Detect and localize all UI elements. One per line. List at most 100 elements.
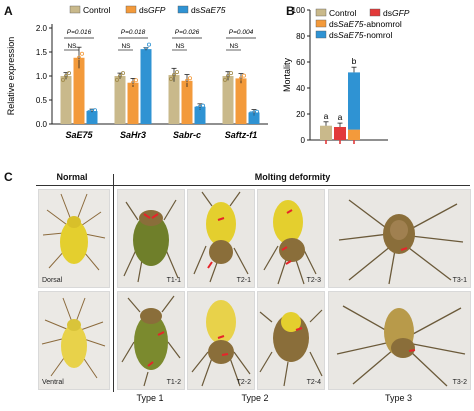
photo-t2-3: T2-3 [257, 189, 325, 288]
ns-label: NS [67, 43, 77, 50]
data-point [121, 71, 126, 76]
category-label: Sabr-c [173, 130, 201, 140]
photo-t3-2: T3-2 [328, 291, 471, 390]
legend-swatch [315, 30, 327, 39]
legend-swatch [369, 8, 381, 17]
data-point [254, 109, 259, 114]
photo-t2-2: T2-2 [187, 291, 255, 390]
y-tick-label: 0.5 [36, 96, 48, 105]
bar-dsSaE75 [86, 111, 98, 124]
ns-label: NS [121, 43, 131, 50]
photo-t1-1: T1-1 [117, 189, 185, 288]
data-point [115, 77, 120, 82]
aphid-t2-4-image [259, 309, 323, 387]
bar-dsSaE75 [140, 49, 152, 125]
photo-t2-4: T2-4 [257, 291, 325, 390]
y-axis-label: Relative expression [6, 37, 16, 116]
ns-label: NS [175, 43, 185, 50]
type-1-label: Type 1 [136, 393, 164, 403]
data-point [127, 84, 132, 89]
legend-swatch [177, 5, 189, 14]
category-label-part: SaHr3 [120, 130, 146, 140]
data-point [140, 53, 145, 58]
label-dorsal: Dorsal [42, 277, 63, 284]
data-point [181, 82, 186, 87]
p-value: P=0.018 [121, 29, 146, 36]
legend-label-part: SaE75 [338, 19, 364, 29]
y-tick-label: 80 [296, 32, 305, 41]
legend-swatch [315, 19, 327, 28]
significance-letter: a [324, 111, 329, 121]
legend-label: dsGFP [139, 5, 166, 15]
bar-dsSaE75-nomrol [348, 72, 360, 130]
legend-swatch [69, 5, 81, 14]
data-point [200, 103, 205, 108]
data-point [174, 70, 179, 75]
photo-t3-1: T3-1 [328, 189, 471, 288]
data-point [133, 78, 138, 83]
type-2-label: Type 2 [241, 393, 269, 403]
photo-t1-2: T1-2 [117, 291, 185, 390]
legend-swatch [315, 8, 327, 17]
bar-dsSaE75 [194, 106, 206, 124]
y-tick-label: 20 [296, 110, 305, 119]
legend-label-part: SaE75 [200, 5, 226, 15]
bar-dsGFP [73, 57, 85, 125]
legend-label: dsSaE75 [191, 5, 226, 15]
legend-label-part: GFP [148, 5, 166, 15]
bar-dsGFP [181, 80, 193, 124]
legend-label-part: -abnomrol [364, 19, 402, 29]
legend-label: dsSaE75-abnomrol [329, 19, 402, 29]
legend-label: Control [83, 5, 111, 15]
data-point [146, 42, 151, 47]
label-ventral: Ventral [42, 379, 64, 386]
photo-normal-dorsal: Dorsal [38, 189, 110, 288]
data-point [184, 78, 189, 83]
panel-c-letter: C [4, 170, 13, 184]
bar-dsGFP [334, 127, 346, 140]
bar-Control [60, 76, 72, 124]
data-point [64, 74, 69, 79]
significance-letter: b [352, 56, 357, 66]
data-point [235, 80, 240, 85]
label-t2-3: T2-3 [306, 277, 321, 284]
data-point [143, 47, 148, 52]
legend-swatch [125, 5, 137, 14]
y-tick-label: 60 [296, 58, 305, 67]
data-point [228, 71, 233, 76]
data-point [225, 74, 230, 79]
data-point [130, 80, 135, 85]
category-label: SaHr3 [120, 130, 146, 140]
aphid-t2-2-image [191, 300, 251, 387]
category-label: Saftz-f1 [225, 130, 258, 140]
y-tick-label: 0.0 [36, 120, 48, 129]
aphid-dorsal-image [42, 193, 106, 271]
y-tick-label: 0 [301, 136, 306, 145]
bar-dsGFP [127, 82, 139, 124]
column-divider [113, 174, 114, 392]
legend-label-part: ds [329, 19, 338, 29]
bar-dsSaE75 [248, 112, 260, 124]
data-point [67, 71, 72, 76]
bar-dsSaE75-abnomrol [348, 129, 360, 140]
photo-normal-ventral: Ventral [38, 291, 110, 390]
legend-label-part: ds [139, 5, 148, 15]
legend-label: dsSaE75-nomrol [329, 30, 392, 40]
data-point [74, 61, 79, 66]
legend-label-part: SaE75 [338, 30, 364, 40]
data-point [61, 77, 66, 82]
bar-Control [320, 125, 332, 140]
panel-a-letter: A [4, 4, 13, 18]
category-label-part: Sabr-c [173, 130, 201, 140]
category-label-part: SaE75 [65, 130, 93, 140]
y-tick-label: 100 [292, 6, 306, 15]
label-t3-1: T3-1 [452, 277, 467, 284]
legend-label-part: GFP [392, 8, 410, 18]
chart-a: 0.0 0.5 1.0 1.5 2.0 Relative expression Contro… [6, 5, 268, 140]
p-value: P=0.016 [67, 29, 92, 36]
data-point [171, 73, 176, 78]
ns-label: NS [229, 43, 239, 50]
legend-label-part: ds [191, 5, 200, 15]
label-t1-2: T1-2 [166, 379, 181, 386]
